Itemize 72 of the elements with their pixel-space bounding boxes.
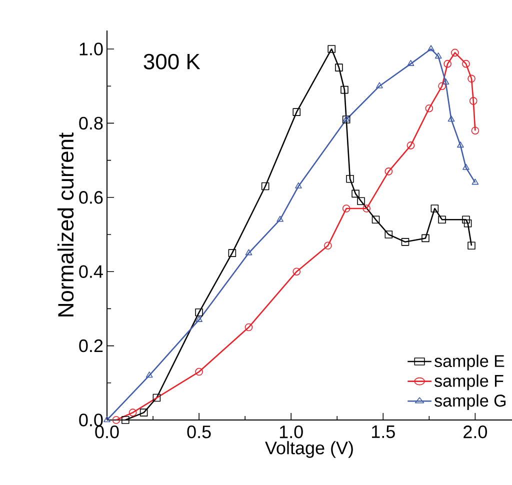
point xyxy=(122,416,130,424)
point xyxy=(428,45,434,52)
point xyxy=(328,45,336,53)
point xyxy=(261,182,270,190)
point xyxy=(472,178,479,185)
y-tick-label: 0.4 xyxy=(79,265,103,278)
point xyxy=(444,60,452,68)
point xyxy=(438,216,446,224)
point xyxy=(362,204,370,212)
point xyxy=(342,204,350,212)
point xyxy=(469,97,478,105)
point xyxy=(104,416,110,422)
point xyxy=(434,52,442,59)
point xyxy=(228,249,236,257)
point xyxy=(152,394,161,402)
point xyxy=(195,308,203,316)
y-tick-label: 0.6 xyxy=(79,191,103,204)
x-tick-label: 1.0 xyxy=(280,426,303,438)
point xyxy=(357,197,365,206)
legend-label: sample F xyxy=(434,374,504,390)
y-tick-label: 0.0 xyxy=(79,414,103,426)
y-tick-label: 0.8 xyxy=(79,116,103,130)
point xyxy=(292,268,301,276)
x-tick-label: 0.5 xyxy=(187,426,211,438)
x-tick-label: 0.0 xyxy=(95,426,119,438)
x-tick-label: 2.0 xyxy=(464,426,487,438)
y-axis-title: Normalized current xyxy=(57,132,74,316)
point xyxy=(112,416,120,424)
point xyxy=(195,368,203,376)
annotation: 300 K xyxy=(144,54,200,70)
point xyxy=(244,323,253,332)
point xyxy=(462,164,470,170)
point xyxy=(471,126,480,135)
point xyxy=(295,182,302,188)
point xyxy=(430,204,439,212)
y-tick-label: 0.2 xyxy=(79,339,103,352)
point xyxy=(346,174,354,183)
point xyxy=(376,82,383,88)
point xyxy=(384,168,393,176)
x-tick-label: 1.5 xyxy=(372,426,395,438)
point xyxy=(372,216,380,224)
point xyxy=(425,104,434,112)
point xyxy=(340,86,348,94)
point xyxy=(457,142,464,148)
point xyxy=(276,216,284,222)
point xyxy=(196,316,202,322)
legend-label: sample G xyxy=(434,394,506,410)
point xyxy=(245,249,252,256)
point xyxy=(384,230,393,238)
point xyxy=(335,64,343,72)
point xyxy=(462,60,470,68)
point xyxy=(422,234,430,242)
point xyxy=(448,116,455,122)
point xyxy=(352,190,360,198)
point xyxy=(324,242,332,250)
point xyxy=(401,238,410,246)
point xyxy=(468,74,476,83)
x-axis-title: Voltage (V) xyxy=(265,441,353,458)
point xyxy=(438,82,446,90)
point xyxy=(140,408,148,416)
point xyxy=(442,78,450,85)
point xyxy=(146,372,153,378)
point xyxy=(464,219,472,228)
point xyxy=(406,142,415,150)
point xyxy=(468,242,476,250)
legend-label: sample E xyxy=(434,354,504,370)
point xyxy=(128,408,137,416)
y-tick-label: 1.0 xyxy=(80,42,103,56)
point xyxy=(451,48,459,57)
point xyxy=(292,108,301,116)
point xyxy=(407,60,414,66)
point xyxy=(462,216,470,224)
